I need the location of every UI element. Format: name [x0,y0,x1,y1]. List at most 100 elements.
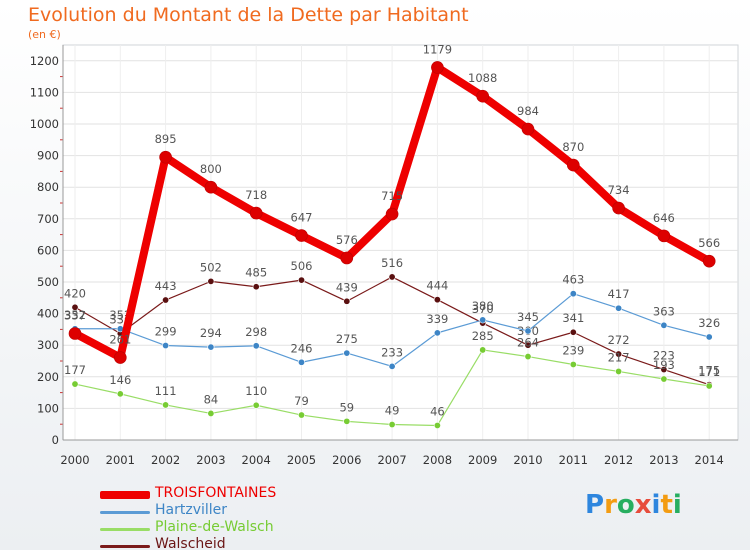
data-label: 339 [426,312,448,326]
data-label: 1179 [423,42,452,56]
x-tick-label: 2000 [60,453,89,467]
data-label: 895 [155,132,177,146]
legend: TROISFONTAINES Hartzviller Plaine-de-Wal… [100,485,400,554]
data-label: 223 [653,349,675,363]
logo-letter: x [634,490,652,520]
x-tick-label: 2002 [151,453,180,467]
data-point [660,321,668,329]
data-label: 485 [245,266,267,280]
legend-item-hartzviller: Hartzviller [100,502,400,520]
data-point [114,351,127,364]
data-point [252,283,260,291]
data-label: 217 [608,350,630,364]
data-point [524,353,532,361]
data-point [71,380,79,388]
data-label: 298 [245,325,267,339]
legend-item-walscheid: Walscheid [100,536,400,554]
logo-letter: r [604,490,617,520]
data-point [702,254,716,268]
y-tick-label: 400 [37,307,59,321]
x-tick-label: 2012 [604,453,633,467]
x-tick-label: 2005 [287,453,316,467]
data-label: 646 [653,211,675,225]
x-tick-label: 2007 [377,453,406,467]
data-label: 984 [517,104,539,118]
data-label: 285 [472,329,494,343]
data-label: 516 [381,256,403,270]
data-point [615,304,623,312]
data-label: 337 [64,309,86,323]
data-point [524,327,532,335]
y-tick-label: 200 [37,370,59,384]
data-point [207,409,215,417]
data-point [388,362,396,370]
data-point [116,390,124,398]
data-point [204,180,218,194]
data-label: 734 [608,183,630,197]
data-point [162,342,170,350]
data-label: 800 [200,162,222,176]
data-point [249,206,263,220]
logo-letter: t [660,490,673,520]
data-point [431,61,444,74]
data-label: 272 [608,333,630,347]
legend-item-plaine-de-walsch: Plaine-de-Walsch [100,519,400,537]
data-point [207,343,215,351]
data-label: 326 [698,316,720,330]
data-label: 177 [64,363,86,377]
y-tick-label: 100 [37,401,59,415]
data-label: 246 [291,341,313,355]
data-label: 294 [200,326,222,340]
data-label: 261 [109,333,131,347]
data-label: 59 [339,400,354,414]
data-label: 175 [698,364,720,378]
data-point [343,349,351,357]
series-plaine-de-walsch: 177 146 111 84 110 79 59 49 46 285 264 239 217 193 171 [64,329,720,429]
data-point [479,346,487,354]
data-label: 715 [381,189,403,203]
data-point [71,303,79,311]
data-point [479,316,487,324]
data-label: 341 [562,311,584,325]
data-point [297,358,305,366]
data-label: 417 [608,287,630,301]
logo-letter: i [672,490,682,520]
data-label: 299 [155,325,177,339]
y-tick-label: 1200 [30,54,59,68]
legend-swatch-troisfontaines [100,491,150,499]
data-label: 502 [200,260,222,274]
legend-label-plaine-de-walsch: Plaine-de-Walsch [155,519,274,535]
data-label: 193 [653,358,675,372]
data-point [660,375,668,383]
data-label: 380 [472,299,494,313]
plot-background [62,44,739,441]
data-label: 439 [336,280,358,294]
data-label: 264 [517,336,539,350]
data-point [252,401,260,409]
x-tick-label: 2001 [106,453,135,467]
data-point [433,421,441,429]
legend-swatch-walscheid [100,544,150,548]
data-point [705,382,713,390]
data-label: 79 [294,394,309,408]
legend-label-hartzviller: Hartzviller [155,502,228,518]
data-label: 49 [385,404,400,418]
data-point [388,273,396,281]
data-point [162,296,170,304]
x-tick-label: 2010 [513,453,542,467]
data-point [615,350,623,358]
data-label: 110 [245,384,267,398]
x-tick-label: 2003 [196,453,225,467]
data-point [660,366,668,374]
data-point [295,229,308,242]
y-tick-label: 500 [37,275,59,289]
x-tick-label: 2004 [242,453,271,467]
data-point [524,341,532,349]
data-point [343,297,351,305]
data-label: 443 [155,279,177,293]
data-label: 111 [155,384,177,398]
y-tick-label: 800 [37,180,59,194]
x-tick-label: 2009 [468,453,497,467]
y-tick-label: 600 [37,243,59,257]
